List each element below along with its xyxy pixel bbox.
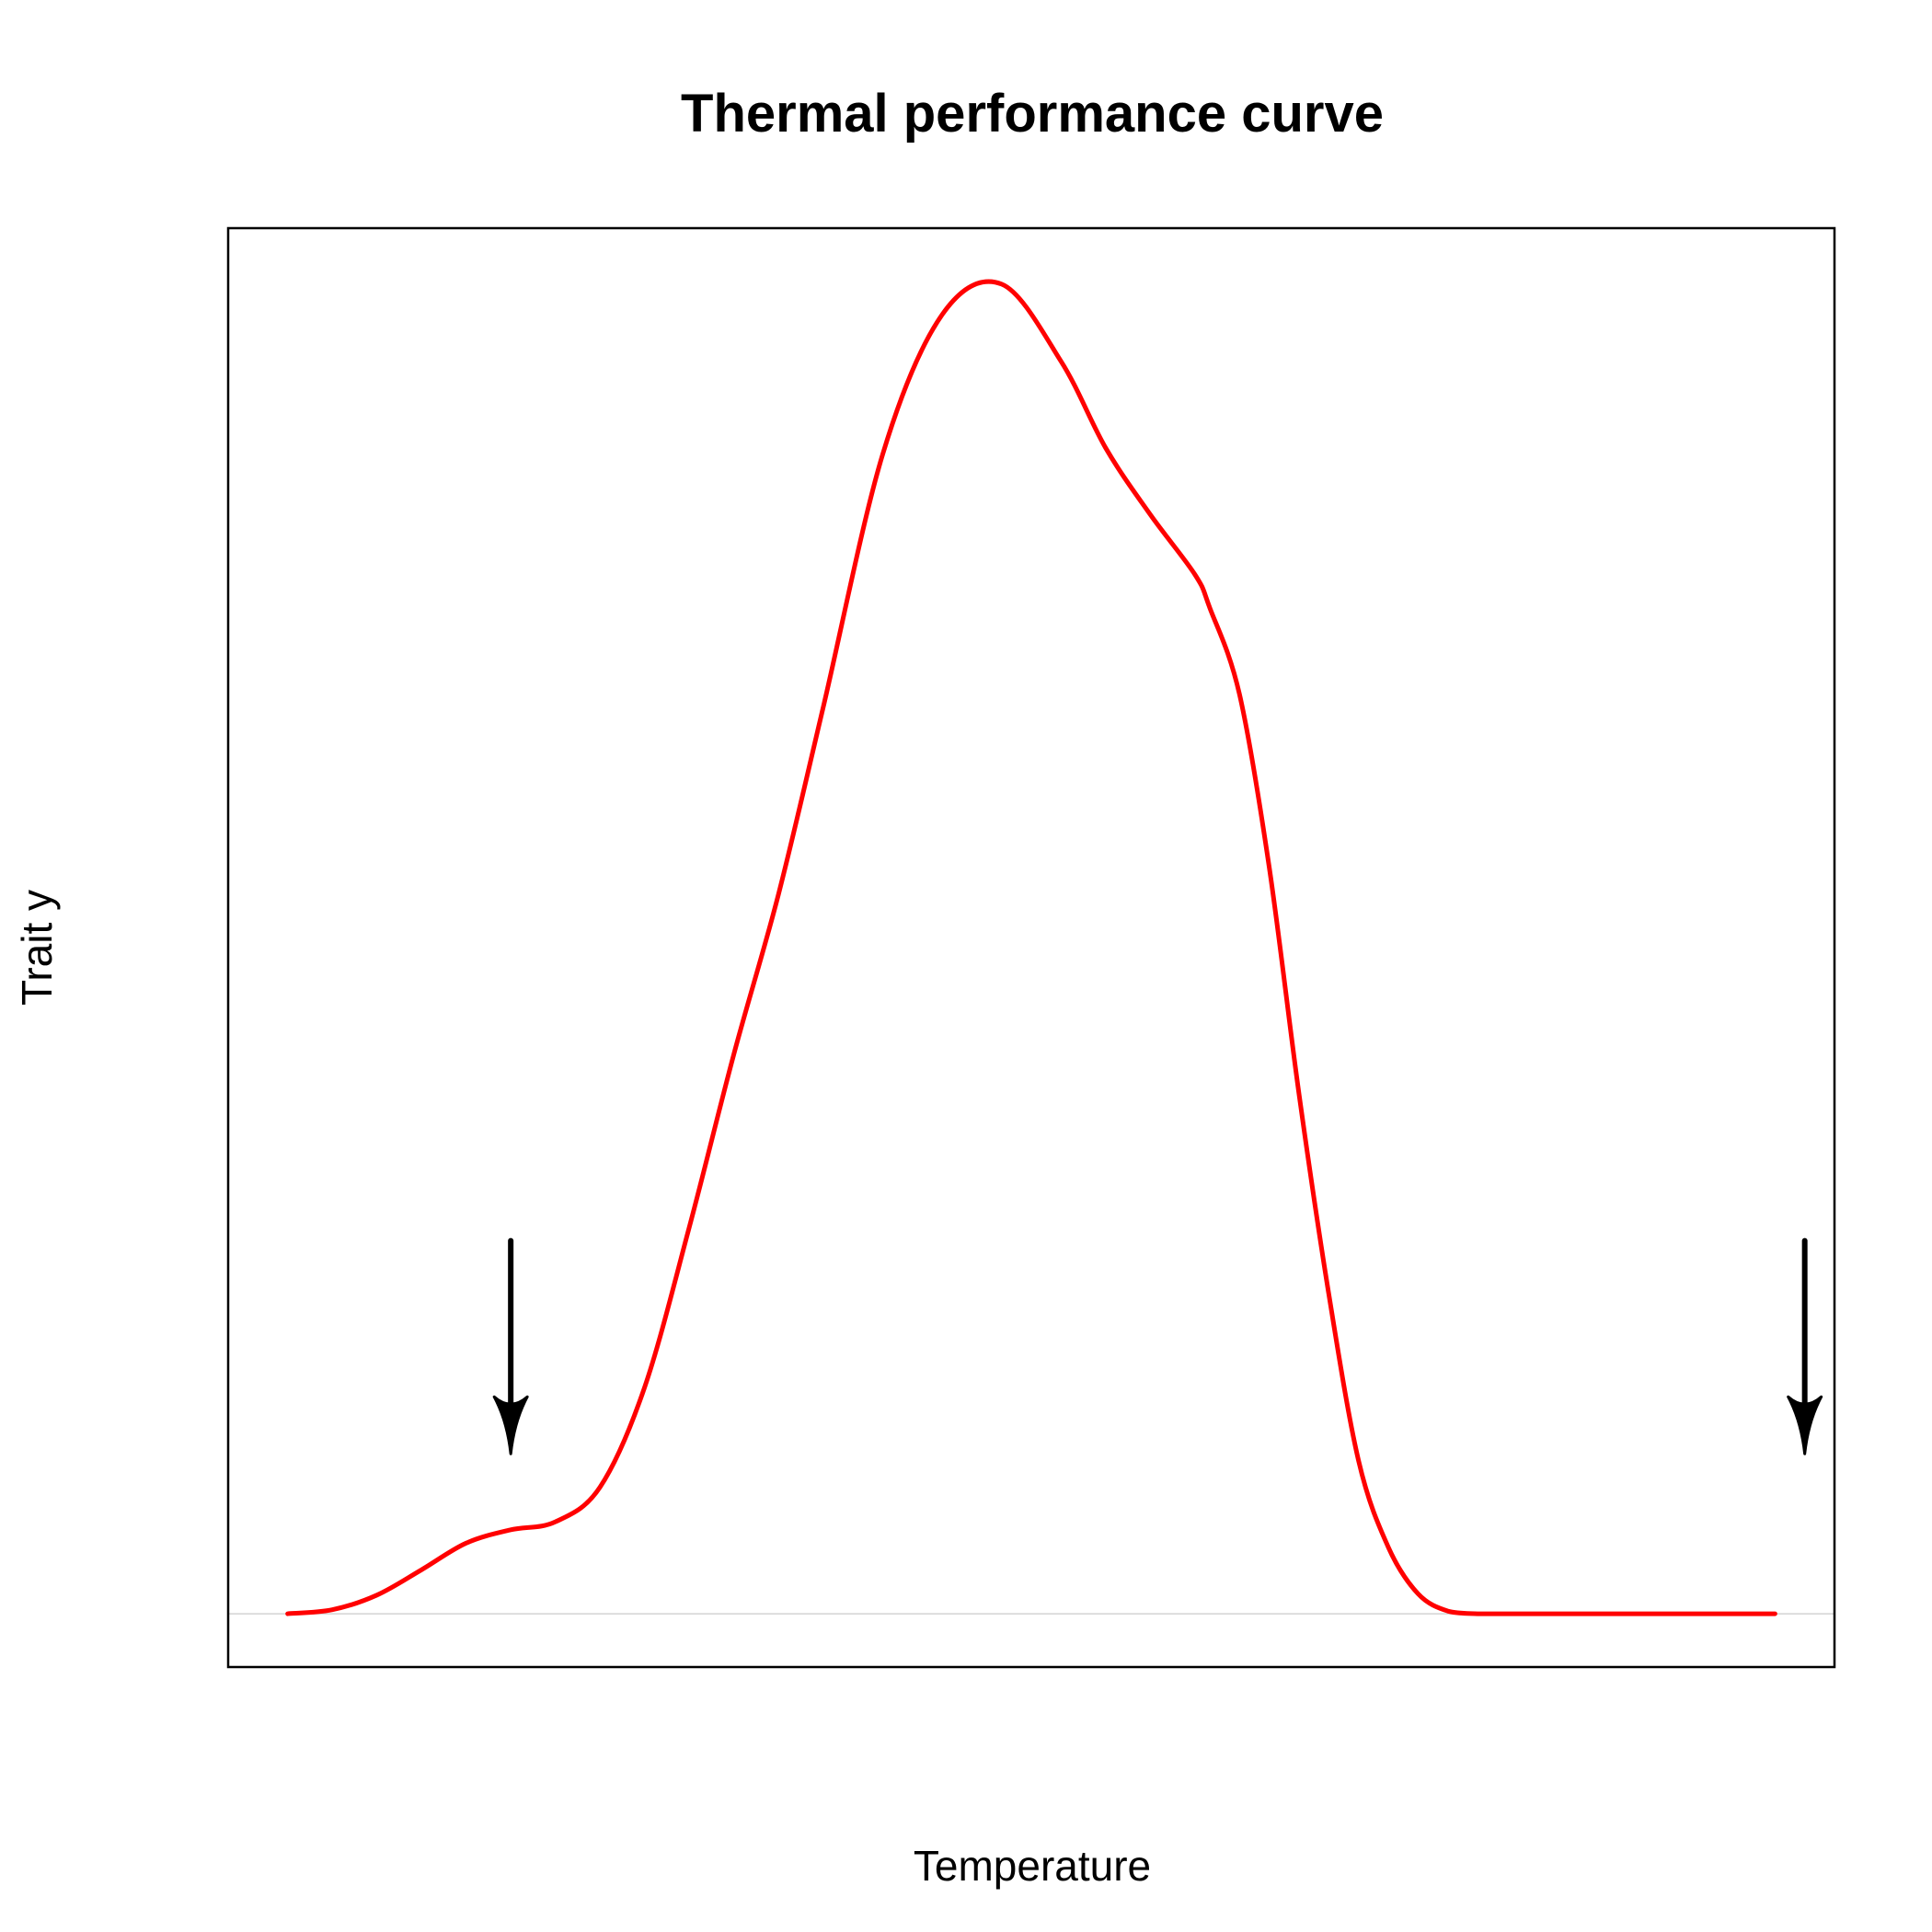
y-axis-label: Trait y bbox=[13, 890, 61, 1006]
plot-frame bbox=[226, 226, 1836, 1669]
x-axis-label: Temperature bbox=[914, 1842, 1151, 1890]
arrow-head-1 bbox=[492, 1395, 529, 1455]
arrow-head-2 bbox=[1787, 1395, 1823, 1455]
arrow-annotations bbox=[492, 1237, 1823, 1455]
series-line bbox=[285, 279, 1777, 1616]
chart-title: Thermal performance curve bbox=[681, 84, 1384, 144]
